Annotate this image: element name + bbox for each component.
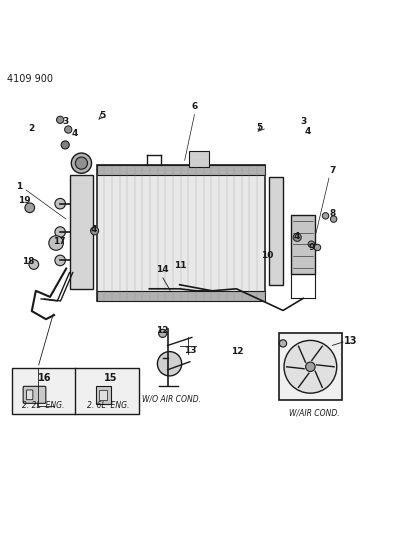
Text: 14: 14 (155, 265, 168, 274)
Bar (291, 215, 315, 274)
Text: 13: 13 (184, 346, 197, 356)
Text: 1: 1 (16, 182, 23, 191)
Text: 12: 12 (155, 326, 168, 335)
Text: 4: 4 (72, 129, 78, 138)
Text: 3: 3 (300, 117, 306, 126)
Circle shape (284, 341, 337, 393)
Text: 4: 4 (304, 127, 311, 136)
Bar (70, 175, 93, 289)
Text: 5: 5 (256, 124, 262, 132)
Circle shape (49, 236, 63, 251)
FancyBboxPatch shape (27, 390, 33, 400)
Text: W/AIR COND.: W/AIR COND. (289, 408, 340, 417)
Text: 3: 3 (62, 117, 68, 126)
Text: 2. 6L  ENG.: 2. 6L ENG. (87, 401, 130, 410)
Text: W/O AIR COND.: W/O AIR COND. (142, 394, 201, 403)
Circle shape (330, 216, 337, 222)
Circle shape (55, 227, 65, 237)
Text: 16: 16 (38, 373, 51, 383)
Circle shape (314, 244, 321, 251)
Circle shape (306, 362, 315, 372)
Circle shape (55, 255, 65, 265)
Circle shape (91, 227, 99, 235)
Text: 18: 18 (22, 257, 34, 266)
Bar (279, 333, 342, 400)
Text: 11: 11 (174, 261, 187, 270)
Bar (96, 386, 111, 404)
Text: 4: 4 (293, 232, 299, 241)
Text: 8: 8 (330, 208, 336, 217)
Circle shape (279, 340, 287, 347)
Bar (100, 390, 107, 400)
FancyBboxPatch shape (23, 386, 46, 403)
Circle shape (61, 141, 69, 149)
Circle shape (322, 213, 329, 219)
Text: 2: 2 (29, 124, 35, 133)
Bar (97, 165, 265, 175)
Circle shape (56, 116, 64, 124)
Circle shape (159, 329, 167, 337)
Circle shape (308, 241, 315, 247)
Circle shape (64, 126, 72, 133)
Bar (189, 151, 209, 167)
Circle shape (29, 260, 39, 269)
Circle shape (55, 198, 65, 209)
Text: 19: 19 (18, 196, 30, 205)
Text: 10: 10 (261, 251, 273, 260)
Text: 2. 2L  ENG.: 2. 2L ENG. (22, 401, 64, 410)
Circle shape (157, 352, 182, 376)
Circle shape (25, 203, 35, 213)
Circle shape (75, 157, 87, 169)
Bar (11, 368, 139, 414)
Text: 4109 900: 4109 900 (7, 74, 53, 84)
Text: 17: 17 (53, 237, 65, 246)
Text: 9: 9 (308, 243, 315, 252)
Circle shape (293, 233, 301, 241)
Text: 13: 13 (344, 336, 357, 346)
Text: 7: 7 (330, 166, 336, 175)
Bar (97, 291, 265, 301)
Text: 5: 5 (99, 111, 105, 120)
Circle shape (71, 153, 91, 173)
Bar (97, 165, 265, 301)
Text: 4: 4 (91, 225, 97, 233)
Text: 12: 12 (231, 347, 244, 356)
Text: 6: 6 (192, 102, 198, 111)
Bar (269, 177, 283, 285)
Text: 15: 15 (104, 373, 118, 383)
